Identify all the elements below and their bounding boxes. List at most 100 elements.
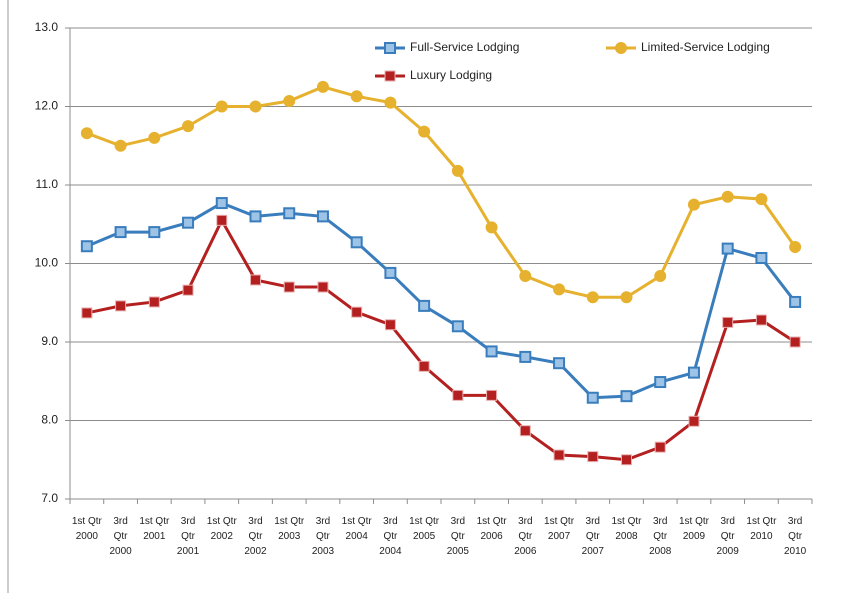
marker xyxy=(384,266,397,279)
y-tick-label: 13.0 xyxy=(35,20,59,34)
marker xyxy=(215,100,228,113)
series-line xyxy=(86,217,796,462)
y-tick-label: 7.0 xyxy=(41,491,58,505)
marker xyxy=(384,319,396,331)
marker xyxy=(755,193,768,206)
marker xyxy=(722,316,734,328)
x-tick-label: 1st Qtr 2008 xyxy=(611,516,642,542)
marker xyxy=(283,207,296,220)
marker xyxy=(451,320,464,333)
x-tick-label: 1st Qtr 2003 xyxy=(274,516,305,542)
marker xyxy=(418,125,431,138)
series-line xyxy=(86,201,797,400)
marker xyxy=(451,164,464,177)
marker xyxy=(755,252,768,265)
marker xyxy=(620,390,633,403)
marker xyxy=(316,210,329,223)
marker xyxy=(80,240,93,253)
y-tick-label: 12.0 xyxy=(35,99,59,113)
marker xyxy=(80,127,93,140)
marker xyxy=(115,300,127,312)
marker xyxy=(283,281,295,293)
x-tick-label: 1st Qtr 2007 xyxy=(544,516,575,542)
marker xyxy=(182,284,194,296)
x-tick-label: 3rd Qtr 2006 xyxy=(514,516,537,557)
y-tick-label: 10.0 xyxy=(35,256,59,270)
x-tick-label: 3rd Qtr 2003 xyxy=(311,516,335,557)
marker xyxy=(351,306,363,318)
marker xyxy=(452,389,464,401)
marker xyxy=(182,120,195,133)
marker xyxy=(519,350,532,363)
marker xyxy=(486,389,498,401)
x-tick-label: 1st Qtr 2010 xyxy=(746,516,777,542)
marker xyxy=(216,214,228,226)
x-tick-label: 3rd Qtr 2004 xyxy=(379,516,402,557)
legend-marker xyxy=(615,42,627,54)
marker xyxy=(317,281,329,293)
marker xyxy=(215,197,228,210)
marker xyxy=(654,376,667,389)
y-tick-label: 9.0 xyxy=(41,334,58,348)
marker xyxy=(148,296,160,308)
marker xyxy=(553,449,565,461)
x-tick-label: 1st Qtr 2000 xyxy=(71,516,102,542)
x-tick-label: 1st Qtr 2009 xyxy=(678,516,709,542)
x-tick-label: 1st Qtr 2002 xyxy=(206,516,237,542)
x-tick-label: 3rd Qtr 2008 xyxy=(649,516,672,557)
marker xyxy=(620,291,633,304)
marker xyxy=(485,345,498,358)
marker xyxy=(148,226,161,239)
legend-label: Full-Service Lodging xyxy=(410,40,519,54)
marker xyxy=(654,270,667,283)
marker xyxy=(553,357,566,370)
marker xyxy=(182,216,195,229)
marker xyxy=(688,415,700,427)
marker xyxy=(587,451,599,463)
marker xyxy=(519,270,532,283)
marker xyxy=(687,198,700,211)
marker xyxy=(384,96,397,109)
marker xyxy=(789,295,802,308)
y-tick-label: 8.0 xyxy=(41,413,58,427)
marker xyxy=(519,425,531,437)
x-tick-label: 3rd Qtr 2009 xyxy=(716,516,739,557)
legend-label: Limited-Service Lodging xyxy=(641,40,770,54)
marker xyxy=(250,274,261,286)
marker xyxy=(621,454,632,466)
marker xyxy=(755,314,767,326)
marker xyxy=(721,242,734,255)
marker xyxy=(789,241,802,254)
x-tick-label: 3rd Qtr 2001 xyxy=(176,516,200,557)
marker xyxy=(789,336,801,348)
marker xyxy=(114,226,127,239)
x-tick-label: 3rd Qtr 2007 xyxy=(581,516,604,557)
marker xyxy=(249,210,262,223)
marker xyxy=(350,236,363,249)
marker xyxy=(283,95,296,108)
x-tick-label: 1st Qtr 2005 xyxy=(409,516,440,542)
marker xyxy=(586,391,599,404)
marker xyxy=(687,366,700,379)
legend-marker xyxy=(384,42,396,54)
series-line xyxy=(86,85,797,299)
marker xyxy=(81,307,93,319)
x-tick-label: 3rd Qtr 2005 xyxy=(446,516,469,557)
marker xyxy=(148,131,161,144)
x-tick-label: 1st Qtr 2006 xyxy=(476,516,507,542)
x-tick-label: 3rd Qtr 2010 xyxy=(784,516,807,557)
x-tick-label: 1st Qtr 2004 xyxy=(341,516,372,542)
marker xyxy=(418,360,430,372)
marker xyxy=(114,139,127,152)
x-tick-label: 3rd Qtr 2002 xyxy=(244,516,267,557)
marker xyxy=(350,90,363,103)
x-tick-label: 1st Qtr 2001 xyxy=(139,516,170,542)
legend-marker xyxy=(384,70,396,82)
marker xyxy=(485,221,498,234)
marker xyxy=(586,291,599,304)
marker xyxy=(553,283,566,296)
legend-label: Luxury Lodging xyxy=(410,68,492,82)
x-tick-label: 3rd Qtr 2000 xyxy=(109,516,132,557)
